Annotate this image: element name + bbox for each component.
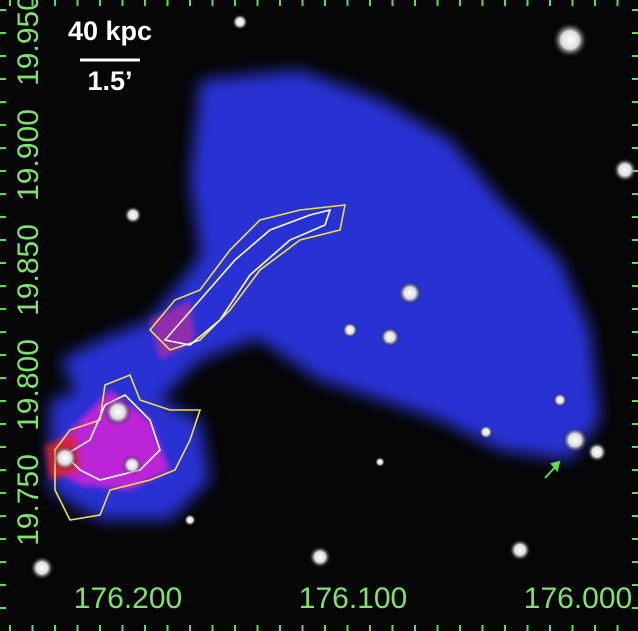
y-label: 19.950 — [12, 0, 45, 86]
y-label: 19.850 — [12, 224, 45, 316]
y-label: 19.800 — [12, 339, 45, 431]
scale-length: 40 kpc — [68, 16, 152, 46]
x-label: 176.100 — [299, 582, 407, 615]
y-label: 19.750 — [12, 454, 45, 546]
x-label: 176.200 — [74, 582, 182, 615]
x-label: 176.000 — [524, 582, 632, 615]
scale-angle: 1.5’ — [87, 66, 132, 96]
sky-image: 40 kpc 1.5’ 176.200 176.100 176.000 19.950 1… — [0, 0, 638, 631]
y-label: 19.900 — [12, 109, 45, 201]
